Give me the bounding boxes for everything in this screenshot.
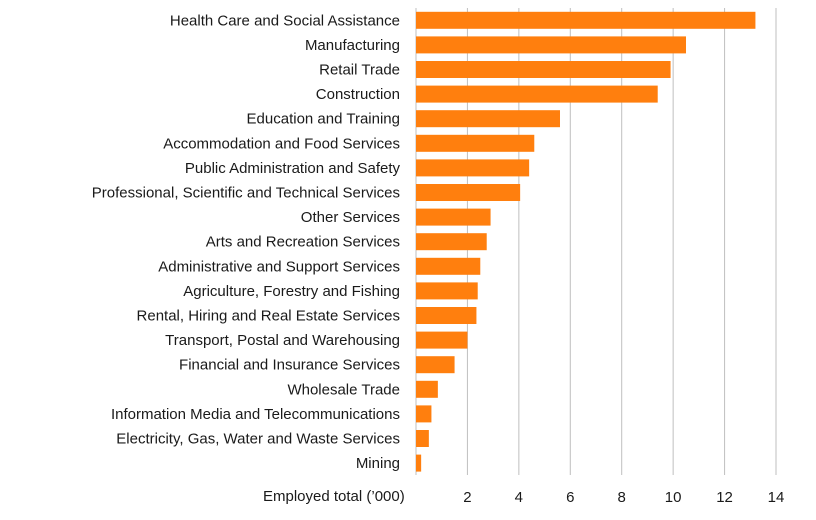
bar (416, 430, 429, 447)
category-label: Public Administration and Safety (185, 160, 401, 177)
x-tick-labels: 2 4 6 8 10 12 14 (463, 489, 784, 506)
x-tick-label: 8 (618, 489, 626, 506)
x-tick-label: 6 (566, 489, 574, 506)
category-label: Construction (316, 86, 400, 103)
category-label: Accommodation and Food Services (163, 135, 400, 152)
category-label: Electricity, Gas, Water and Waste Servic… (116, 431, 400, 448)
category-label: Arts and Recreation Services (206, 234, 400, 251)
category-labels: Health Care and Social Assistance Manufac… (92, 12, 401, 472)
bar (416, 85, 658, 103)
x-tick-label: 4 (515, 489, 523, 506)
bar (416, 257, 481, 275)
bar (416, 61, 671, 78)
bar (416, 184, 521, 201)
x-axis-title: Employed total (’000) (263, 488, 405, 505)
bar (416, 208, 491, 226)
bar (416, 233, 487, 251)
x-tick-label: 10 (665, 489, 682, 506)
bars (416, 11, 756, 472)
bar (416, 134, 535, 152)
bar (416, 110, 560, 128)
category-label: Agriculture, Forestry and Fishing (183, 283, 400, 300)
bar (416, 159, 530, 177)
bar (416, 356, 455, 374)
bar (416, 282, 478, 300)
category-label: Education and Training (247, 111, 400, 128)
category-label: Health Care and Social Assistance (170, 12, 400, 29)
category-label: Mining (356, 455, 400, 472)
category-label: Administrative and Support Services (158, 258, 400, 275)
category-label: Manufacturing (305, 37, 400, 54)
category-label: Wholesale Trade (287, 381, 400, 398)
bar (416, 454, 422, 472)
bar (416, 405, 432, 423)
bar (416, 307, 477, 324)
category-label: Retail Trade (319, 62, 400, 79)
bar (416, 36, 686, 54)
x-tick-label: 14 (768, 489, 785, 506)
bar (416, 380, 438, 398)
bar (416, 331, 468, 349)
x-tick-label: 2 (463, 489, 471, 506)
category-label: Rental, Hiring and Real Estate Services (137, 308, 400, 325)
bar (416, 11, 756, 29)
category-label: Financial and Insurance Services (179, 357, 400, 374)
category-label: Transport, Postal and Warehousing (165, 332, 400, 349)
category-label: Other Services (301, 209, 400, 226)
category-label: Information Media and Telecommunications (111, 406, 400, 423)
category-label: Professional, Scientific and Technical S… (92, 185, 400, 202)
x-tick-label: 12 (716, 489, 733, 506)
